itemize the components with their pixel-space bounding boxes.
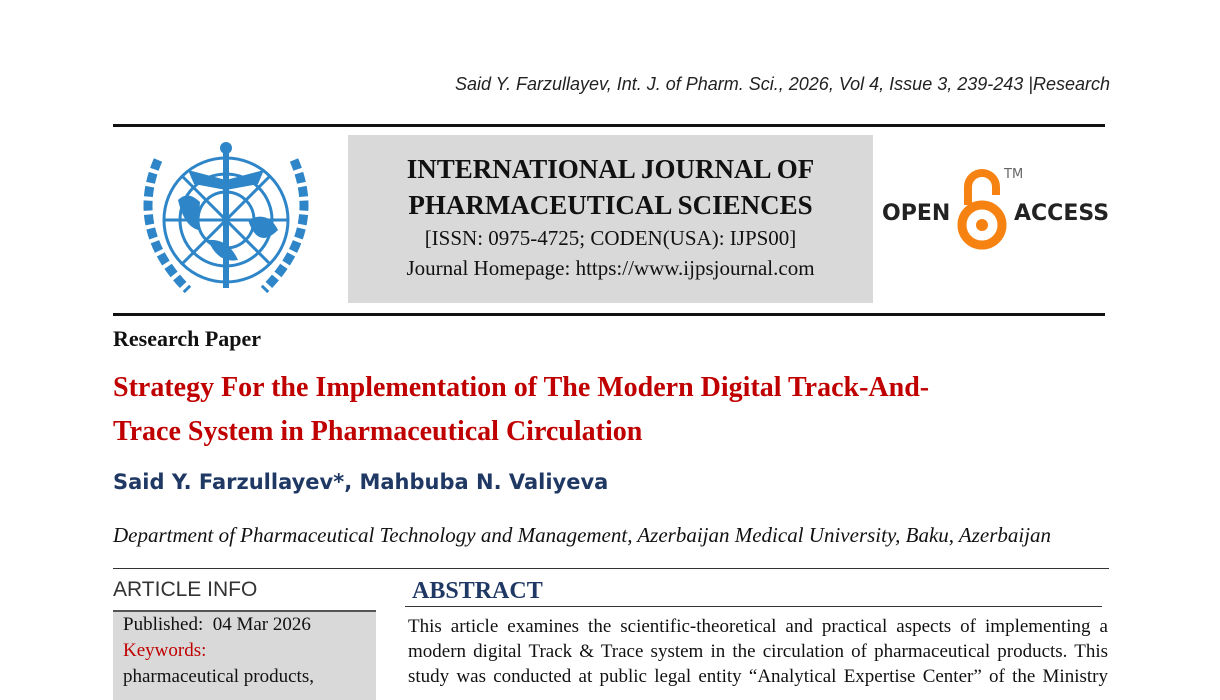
abstract-rule xyxy=(405,606,1102,607)
open-lock-icon xyxy=(957,169,1007,250)
abstract-text: This article examines the scientific-the… xyxy=(408,614,1108,689)
journal-name-line2: PHARMACEUTICAL SCIENCES xyxy=(408,190,813,220)
journal-homepage[interactable]: Journal Homepage: https://www.ijpsjourna… xyxy=(406,256,815,280)
who-emblem-logo xyxy=(143,142,309,294)
paper-title: Strategy For the Implementation of The M… xyxy=(113,366,1113,454)
keywords-label: Keywords: xyxy=(123,640,207,661)
section-divider xyxy=(113,568,1109,569)
journal-title-box: INTERNATIONAL JOURNAL OF PHARMACEUTICAL … xyxy=(348,135,873,303)
header-rule-top xyxy=(113,124,1105,127)
trademark-mark: TM xyxy=(1004,167,1024,182)
affiliation: Department of Pharmaceutical Technology … xyxy=(113,523,1052,547)
keywords-value: pharmaceutical products, xyxy=(123,666,314,687)
journal-issn: [ISSN: 0975-4725; CODEN(USA): IJPS00] xyxy=(424,226,797,250)
title-line-1: Strategy For the Implementation of The M… xyxy=(113,372,930,403)
abstract-heading: ABSTRACT xyxy=(412,578,543,604)
abstract-line: study was conducted at public legal enti… xyxy=(408,666,1108,687)
abstract-line: modern digital Track & Trace system in t… xyxy=(408,641,1108,662)
header-rule-bottom xyxy=(113,313,1105,316)
open-access-access-text: ACCESS xyxy=(1014,201,1110,226)
open-access-logo: OPEN TM ACCESS xyxy=(880,165,1110,255)
article-info-heading: ARTICLE INFO xyxy=(113,578,258,601)
article-type: Research Paper xyxy=(113,326,262,351)
journal-name-line1: INTERNATIONAL JOURNAL OF xyxy=(406,154,815,184)
abstract-line: This article examines the scientific-the… xyxy=(408,616,1108,637)
title-line-2: Trace System in Pharmaceutical Circulati… xyxy=(113,416,643,447)
running-header: Said Y. Farzullayev, Int. J. of Pharm. S… xyxy=(454,74,1110,94)
authors: Said Y. Farzullayev*, Mahbuba N. Valiyev… xyxy=(113,470,609,494)
article-info-box: Published: 04 Mar 2026 Keywords: pharmac… xyxy=(113,610,376,700)
open-access-open-text: OPEN xyxy=(882,201,951,226)
published-date: Published: 04 Mar 2026 xyxy=(123,614,311,635)
